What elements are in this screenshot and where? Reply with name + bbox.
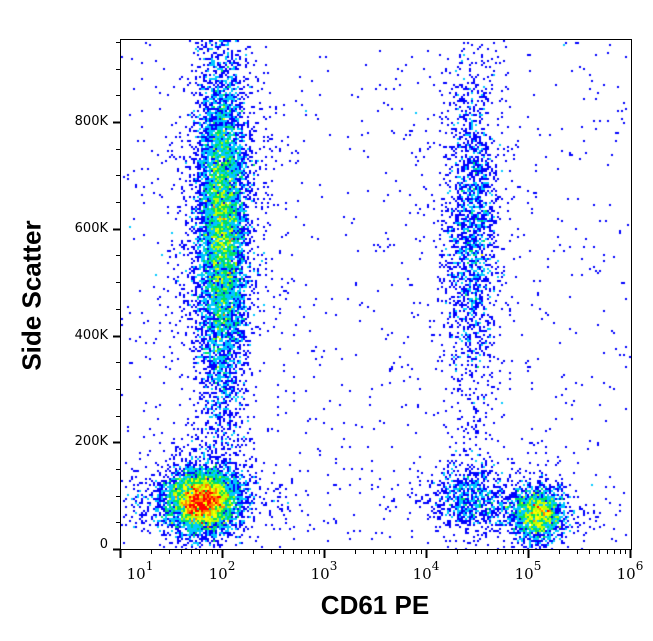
x-tick-label: 101 bbox=[126, 559, 154, 583]
x-tick-label: 102 bbox=[208, 559, 236, 583]
y-tick-label: 400K bbox=[74, 327, 108, 343]
y-tick-label: 0 bbox=[99, 537, 108, 552]
y-axis-label: Side Scatter bbox=[16, 220, 47, 371]
x-tick-label: 106 bbox=[616, 559, 644, 583]
scatter-canvas bbox=[121, 40, 631, 549]
y-tick-label: 800K bbox=[74, 114, 108, 129]
x-axis-label: CD61 PE bbox=[320, 590, 430, 620]
x-tick-label: 103 bbox=[310, 559, 338, 583]
x-tick-label: 104 bbox=[412, 559, 440, 583]
x-tick-label: 105 bbox=[514, 559, 542, 583]
y-tick-label: 600K bbox=[74, 220, 108, 236]
y-tick-label: 200K bbox=[74, 434, 108, 450]
